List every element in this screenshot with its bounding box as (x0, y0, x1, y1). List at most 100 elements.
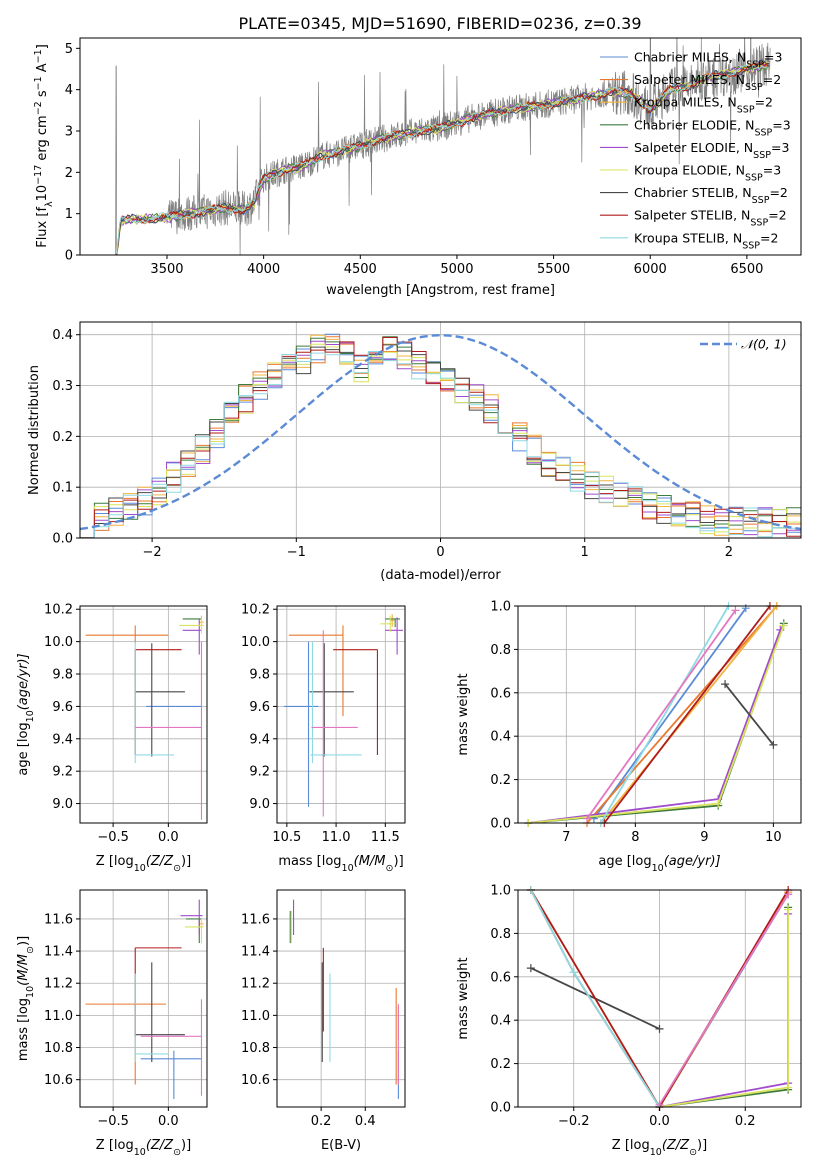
y-tick-label: 0.0 (52, 532, 73, 547)
y-tick-label: 0.2 (490, 1057, 511, 1072)
y-tick-label: 0.4 (490, 1014, 511, 1029)
y-tick-label: 10.6 (44, 1073, 73, 1088)
weight-marker (655, 1024, 664, 1033)
x-tick-label: 9 (700, 830, 708, 845)
weight-marker (784, 1083, 793, 1092)
spectrum-frame: 3500 4000 4500 5000 5500 6000 6500 0 1 2 3 4 5 (65, 37, 802, 277)
y-tick-label: 0.1 (52, 481, 73, 496)
x-tick-label: −2 (143, 545, 162, 560)
mass_vs_Z-frame: −0.5 0.0 10.6 10.8 11.0 11.2 11.4 11.6 (44, 889, 208, 1129)
y-tick-label: 0.0 (490, 1101, 511, 1116)
weight-marker (731, 606, 740, 615)
weight-marker (721, 680, 730, 689)
y-tick-label: 1.0 (490, 884, 511, 899)
axes-frame (276, 605, 406, 824)
weight-line (724, 683, 775, 746)
x-tick-label: 2 (725, 545, 733, 560)
residuals-axes: (data-model)/error Normed distribution 𝒩(0… (27, 322, 802, 583)
x-tick-label: −1 (287, 545, 306, 560)
y-tick-label: 9.4 (249, 732, 270, 747)
legend-label: Kroupa MILES, NSSP=2 (634, 95, 773, 116)
x-tick-label: 1 (581, 545, 589, 560)
age_vs_Z-frame: −0.5 0.0 9.0 9.2 9.4 9.6 9.8 10.0 10.2 (44, 603, 208, 845)
y-tick-label: 10.0 (241, 635, 270, 650)
x-tick-label: 0.0 (158, 1114, 179, 1129)
x-tick-label: 4500 (344, 262, 377, 277)
y-tick-label: 11.2 (241, 977, 270, 992)
y-tick-label: 0.4 (490, 730, 511, 745)
x-tick-label: 5500 (537, 262, 570, 277)
x-axis-label: age [log10(age/yr)] (598, 854, 720, 874)
x-axis-label: Z [log10(Z/Z⊙)] (96, 854, 191, 874)
x-tick-label: 0.2 (735, 1114, 756, 1129)
y-tick-label: 0.2 (52, 430, 73, 445)
y-axis-label: mass [log10(M/M⊙)] (16, 936, 36, 1061)
y-tick-label: 10.8 (241, 1041, 270, 1056)
x-axis-label: mass [log10(M/M⊙)] (278, 854, 403, 874)
y-tick-label: 9.2 (52, 765, 73, 780)
y-tick-label: 10.8 (44, 1041, 73, 1056)
weight-marker (784, 905, 793, 914)
weight-marker (779, 621, 788, 630)
weight-marker (769, 740, 778, 749)
y-tick-label: 0.6 (490, 686, 511, 701)
x-axis-label: E(B-V) (321, 1138, 361, 1153)
y-tick-label: 11.6 (241, 912, 270, 927)
x-axis-label: wavelength [Angstrom, rest frame] (326, 283, 555, 298)
weight-marker (714, 799, 723, 808)
mass_vs_Z-axes: Z [log10(Z/Z⊙)] mass [log10(M/M⊙)] (16, 890, 207, 1158)
legend-label: Kroupa ELODIE, NSSP=3 (634, 163, 781, 184)
x-tick-label: 10 (765, 830, 782, 845)
y-tick-label: 10.0 (44, 635, 73, 650)
legend-label: Chabrier MILES, NSSP=3 (634, 50, 782, 71)
x-tick-label: 0.4 (355, 1114, 376, 1129)
weight-line (586, 605, 778, 824)
weight-marker (583, 814, 592, 823)
y-axis-label: Normed distribution (27, 365, 42, 495)
age_vs_mass-frame: 10.5 11.0 11.5 9.0 9.2 9.4 9.6 9.8 10.0 10.2 (241, 603, 406, 845)
weight-line (600, 605, 730, 824)
x-tick-label: −0.5 (97, 1114, 129, 1129)
mass_vs_ebv-frame: 0.2 0.4 10.6 10.8 11.0 11.2 11.4 11.6 (241, 889, 406, 1129)
y-tick-label: 0.8 (490, 643, 511, 658)
weight-marker (569, 968, 578, 977)
legend-label: Salpeter MILES, NSSP=2 (634, 72, 781, 93)
y-tick-label: 9.4 (52, 732, 73, 747)
weight-marker (526, 964, 535, 973)
age_vs_Z-axes: Z [log10(Z/Z⊙)] age [log10(age/yr)] (16, 606, 207, 874)
legend-label: Salpeter STELIB, NSSP=2 (634, 208, 787, 229)
weight_vs_age-frame: 7 8 9 10 0.0 0.2 0.4 0.6 0.8 1.0 (490, 600, 802, 845)
residual-histogram (80, 351, 801, 538)
legend-label: Chabrier STELIB, NSSP=2 (634, 185, 788, 206)
x-tick-label: 0 (436, 545, 444, 560)
y-tick-label: 0 (65, 249, 73, 264)
y-tick-label: 9.8 (249, 668, 270, 683)
weight-marker (784, 890, 793, 899)
weight-line (603, 605, 771, 824)
y-tick-label: 0.0 (490, 817, 511, 832)
x-tick-label: 0.2 (311, 1114, 332, 1129)
x-tick-label: 5000 (440, 262, 473, 277)
y-tick-label: 9.2 (249, 765, 270, 780)
y-tick-label: 9.0 (249, 797, 270, 812)
y-tick-label: 0.4 (52, 328, 73, 343)
legend-label: Chabrier ELODIE, NSSP=3 (634, 117, 791, 138)
y-tick-label: 10.6 (241, 1073, 270, 1088)
figure-title: PLATE=0345, MJD=51690, FIBERID=0236, z=0… (238, 14, 641, 33)
mass_vs_ebv-axes: E(B-V) (277, 890, 405, 1153)
y-tick-label: 11.2 (44, 977, 73, 992)
y-tick-label: 11.0 (241, 1009, 270, 1024)
x-tick-label: −0.5 (97, 830, 129, 845)
y-tick-label: 9.6 (52, 700, 73, 715)
weight-line (600, 605, 778, 824)
y-tick-label: 9.8 (52, 668, 73, 683)
residuals-frame: −2 −1 0 1 2 0.0 0.1 0.2 0.3 0.4 (52, 321, 802, 560)
y-axis-label: Flux [fλ10−17 erg cm−2 s−1 A−1] (33, 44, 55, 248)
model-fit-line (116, 60, 770, 255)
model-fit-line (116, 60, 770, 255)
x-tick-label: 10.5 (272, 830, 301, 845)
y-tick-label: 0.8 (490, 927, 511, 942)
weight-line (586, 609, 737, 820)
x-tick-label: −0.2 (558, 1114, 590, 1129)
